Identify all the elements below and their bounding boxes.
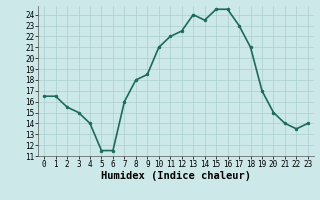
X-axis label: Humidex (Indice chaleur): Humidex (Indice chaleur) (101, 171, 251, 181)
